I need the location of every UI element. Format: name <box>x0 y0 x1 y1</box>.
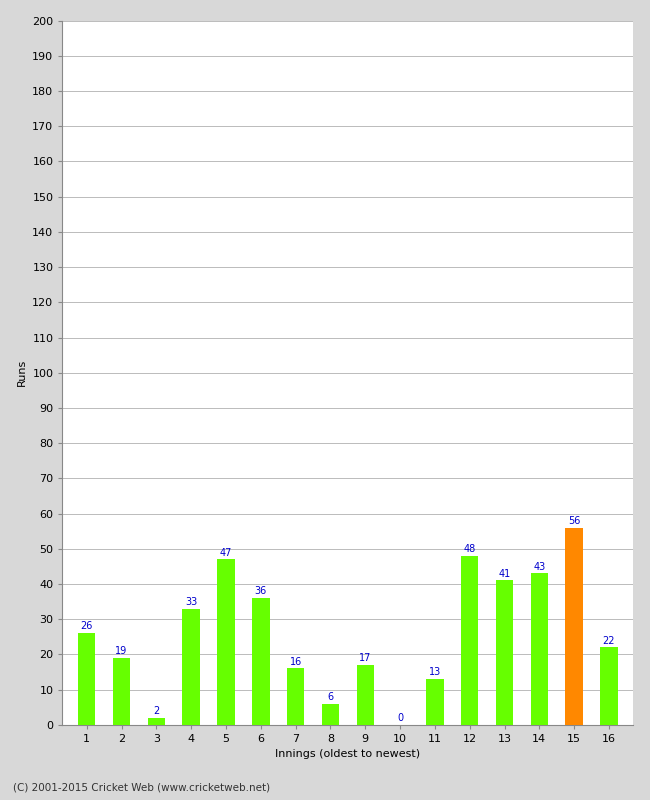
Text: 41: 41 <box>499 569 511 578</box>
Bar <box>252 598 270 725</box>
Text: 43: 43 <box>533 562 545 572</box>
Text: (C) 2001-2015 Cricket Web (www.cricketweb.net): (C) 2001-2015 Cricket Web (www.cricketwe… <box>13 782 270 792</box>
Text: 26: 26 <box>81 622 93 631</box>
Bar <box>322 704 339 725</box>
Text: 16: 16 <box>289 657 302 666</box>
Bar <box>426 679 443 725</box>
Text: 19: 19 <box>116 646 127 656</box>
Text: 33: 33 <box>185 597 198 607</box>
Text: 13: 13 <box>429 667 441 678</box>
Bar <box>530 574 548 725</box>
Bar <box>600 647 618 725</box>
Text: 0: 0 <box>397 713 403 723</box>
Text: 56: 56 <box>568 516 580 526</box>
Text: 48: 48 <box>463 544 476 554</box>
Text: 6: 6 <box>328 692 333 702</box>
X-axis label: Innings (oldest to newest): Innings (oldest to newest) <box>276 750 421 759</box>
Text: 36: 36 <box>255 586 267 596</box>
Bar <box>78 634 96 725</box>
Y-axis label: Runs: Runs <box>17 359 27 386</box>
Text: 47: 47 <box>220 547 232 558</box>
Bar <box>496 581 514 725</box>
Bar <box>461 556 478 725</box>
Bar <box>183 609 200 725</box>
Bar <box>566 528 583 725</box>
Text: 17: 17 <box>359 653 371 663</box>
Bar <box>357 665 374 725</box>
Bar <box>287 669 304 725</box>
Bar <box>113 658 130 725</box>
Bar <box>217 559 235 725</box>
Bar <box>148 718 165 725</box>
Text: 22: 22 <box>603 635 615 646</box>
Text: 2: 2 <box>153 706 159 716</box>
